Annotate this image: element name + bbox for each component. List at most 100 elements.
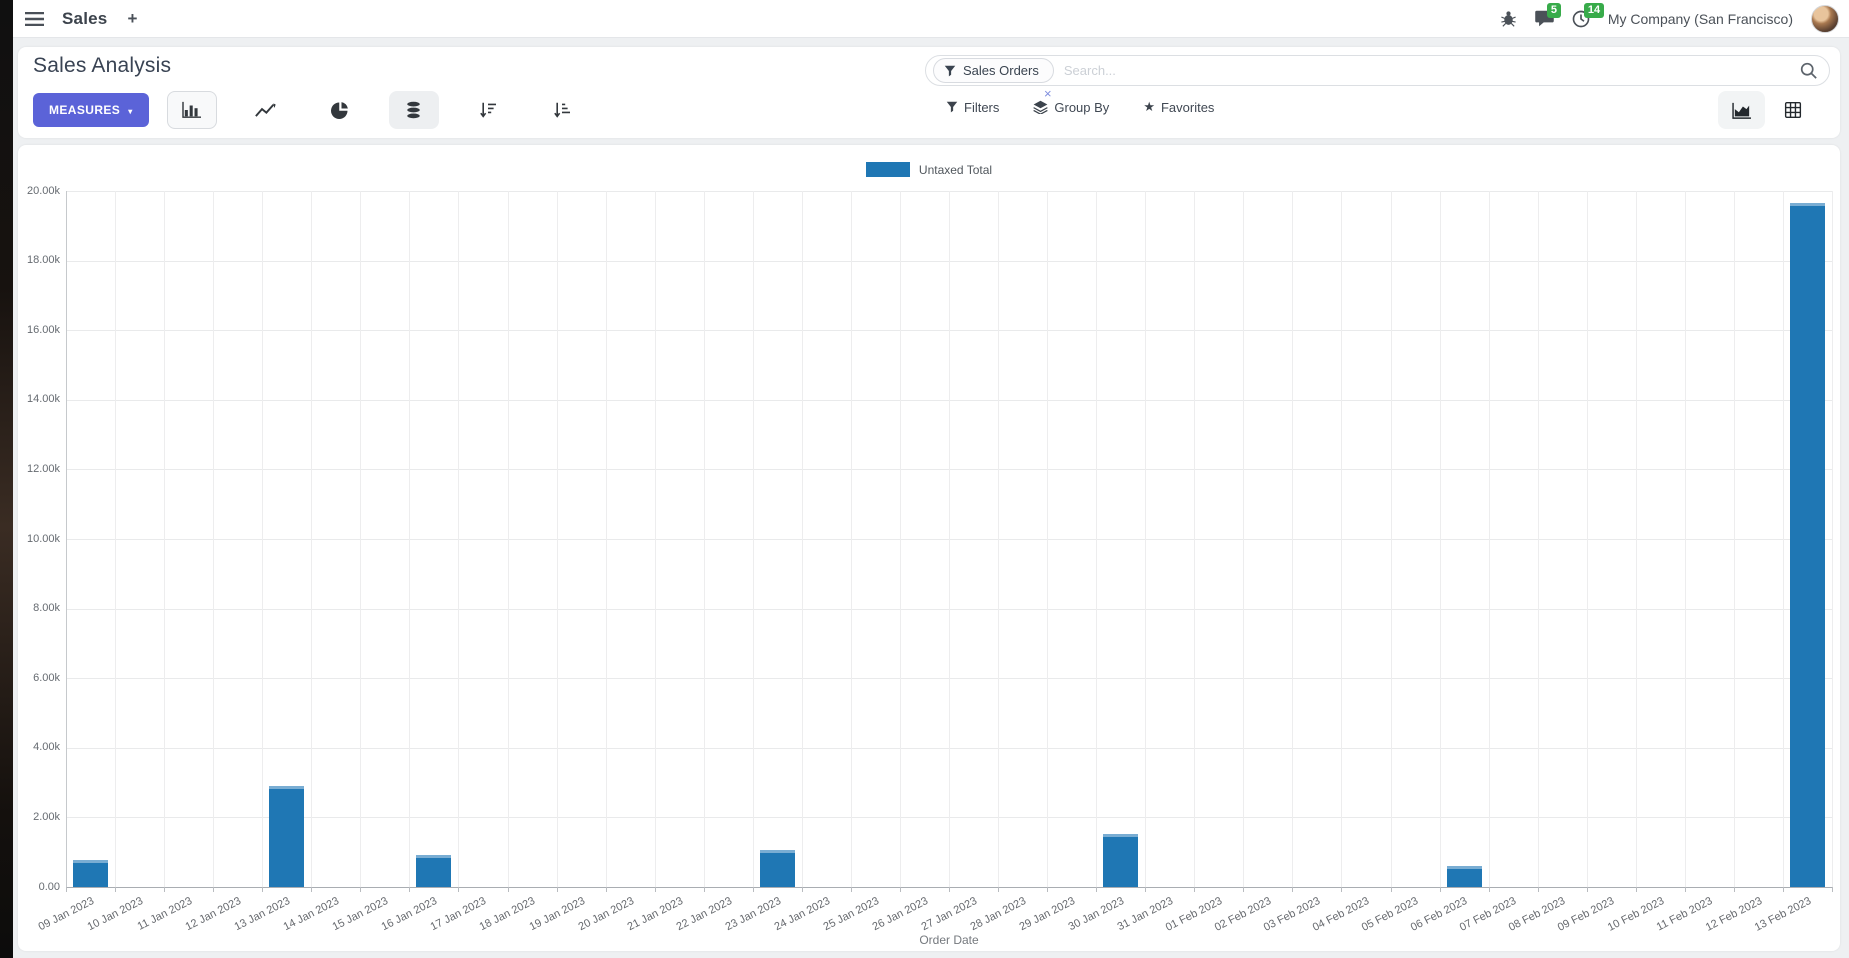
- x-axis-tickmark: [801, 887, 803, 892]
- gridline-vertical: [115, 191, 117, 887]
- gridline-vertical: [949, 191, 950, 887]
- x-axis-tickmark: [1194, 887, 1196, 892]
- bar-13-Feb-2023[interactable]: [1789, 203, 1825, 887]
- filters-menu[interactable]: Filters: [946, 100, 999, 115]
- bar-23-Jan-2023[interactable]: [759, 850, 795, 887]
- y-axis-tick-label: 14.00k: [26, 393, 60, 406]
- search-input[interactable]: [1053, 63, 1800, 78]
- line-chart-button[interactable]: [241, 91, 291, 129]
- filter-funnel-icon: [944, 65, 956, 76]
- x-axis-tickmark: [949, 887, 950, 892]
- x-axis-tick-label: 27 Jan 2023: [919, 895, 979, 934]
- bar-06-Feb-2023[interactable]: [1446, 866, 1482, 887]
- bar-chart: 20.00k 18.00k 16.00k 14.00k 12.00k 10.00k 8.00…: [18, 145, 1840, 951]
- user-avatar[interactable]: [1811, 4, 1839, 33]
- y-axis-tick-label: 18.00k: [26, 254, 60, 267]
- gridline-vertical: [1292, 191, 1294, 887]
- gridline-vertical: [1684, 191, 1686, 887]
- x-axis-tick-label: 10 Jan 2023: [85, 895, 146, 934]
- x-axis-tickmark: [1537, 887, 1539, 892]
- gridline-vertical: [164, 191, 166, 887]
- search-facet-sales-orders[interactable]: Sales Orders: [933, 58, 1054, 83]
- page-title: Sales Analysis: [33, 54, 172, 77]
- activities-clock-icon[interactable]: 14: [1572, 2, 1605, 28]
- pivot-view-button[interactable]: [1769, 91, 1816, 129]
- y-axis-tick-label: 0.00: [38, 880, 60, 893]
- bar-13-Jan-2023[interactable]: [269, 786, 305, 887]
- stacked-database-icon: [405, 101, 422, 119]
- x-axis-tickmark: [164, 887, 166, 892]
- favorites-menu[interactable]: ★ Favorites: [1143, 99, 1215, 115]
- search-bar[interactable]: Sales Orders ×: [925, 55, 1830, 101]
- apps-menu-icon[interactable]: [21, 8, 48, 30]
- pie-chart-button[interactable]: [315, 91, 365, 129]
- messages-count-badge: 5: [1546, 3, 1561, 18]
- measures-button[interactable]: MEASURES ▾: [33, 93, 149, 127]
- group-by-menu[interactable]: Group By: [1033, 100, 1109, 115]
- y-axis-tick-label: 16.00k: [26, 323, 60, 336]
- bar-09-Jan-2023[interactable]: [73, 860, 109, 887]
- gridline-vertical: [262, 191, 264, 887]
- legend-color-swatch: [865, 162, 910, 177]
- gridline-vertical: [1194, 191, 1196, 887]
- gridline-vertical: [507, 191, 509, 887]
- stacked-toggle-button[interactable]: [388, 91, 439, 129]
- x-axis-tick-label: 25 Jan 2023: [821, 895, 881, 934]
- x-axis-tick-label: 20 Jan 2023: [576, 895, 636, 934]
- gridline-vertical: [1537, 191, 1539, 887]
- app-name[interactable]: Sales: [62, 8, 108, 28]
- gridline-vertical: [1733, 191, 1735, 887]
- x-axis-tick-label: 19 Jan 2023: [527, 895, 587, 934]
- y-axis-tick-label: 6.00k: [33, 671, 60, 684]
- bar-chart-button[interactable]: [166, 91, 217, 129]
- x-axis-tickmark: [1733, 887, 1735, 892]
- star-icon: ★: [1143, 99, 1155, 114]
- pie-chart-icon: [330, 101, 349, 119]
- x-axis-tickmark: [1586, 887, 1588, 892]
- x-axis-tickmark: [1390, 887, 1392, 892]
- view-switcher: [1718, 91, 1816, 129]
- gridline-vertical: [899, 191, 901, 887]
- chevron-down-icon: ▾: [128, 106, 133, 116]
- gridline-vertical: [66, 191, 67, 887]
- line-chart-icon: [255, 102, 276, 118]
- gridline-vertical: [1390, 191, 1392, 887]
- legend-label: Untaxed Total: [918, 162, 993, 177]
- x-axis-tickmark: [850, 887, 852, 892]
- gridline-vertical: [1635, 191, 1637, 887]
- chart-legend-item[interactable]: Untaxed Total: [18, 162, 1840, 177]
- x-axis-tickmark: [213, 887, 215, 892]
- x-axis-tick-label: 23 Jan 2023: [723, 895, 783, 934]
- x-axis-tick-label: 18 Jan 2023: [478, 895, 538, 934]
- y-axis-tick-label: 4.00k: [33, 741, 60, 754]
- x-axis-tickmark: [654, 887, 656, 892]
- graph-view-button[interactable]: [1718, 91, 1765, 129]
- x-axis-tickmark: [1047, 887, 1049, 892]
- bar-30-Jan-2023[interactable]: [1103, 834, 1139, 887]
- gridline-vertical: [458, 191, 460, 887]
- bar-16-Jan-2023[interactable]: [416, 855, 452, 887]
- search-icon[interactable]: [1800, 62, 1817, 79]
- x-axis-tick-label: 28 Jan 2023: [968, 895, 1029, 934]
- graph-toolbar: MEASURES ▾: [33, 91, 587, 129]
- chart-card: Untaxed Total 20.00k 18.00k 16.00k 14.00k 12…: [18, 145, 1840, 951]
- gridline-vertical: [1341, 191, 1343, 887]
- x-axis-tickmark: [605, 887, 607, 892]
- x-axis-tickmark: [1145, 887, 1147, 892]
- gridline-vertical: [556, 191, 558, 887]
- gridline-vertical: [605, 191, 607, 887]
- sort-descending-button[interactable]: [463, 91, 513, 129]
- new-record-button[interactable]: +: [127, 8, 138, 28]
- x-axis-tickmark: [1832, 887, 1833, 892]
- gridline-vertical: [654, 191, 656, 887]
- x-axis-tickmark: [1292, 887, 1294, 892]
- facet-remove-icon[interactable]: ×: [1044, 86, 1052, 101]
- x-axis-tickmark: [458, 887, 460, 892]
- messages-icon[interactable]: 5: [1535, 3, 1561, 27]
- gridline-vertical: [1488, 191, 1490, 887]
- x-axis-tickmark: [556, 887, 558, 892]
- debug-bug-icon[interactable]: [1500, 10, 1517, 27]
- x-axis-tickmark: [262, 887, 264, 892]
- sort-ascending-button[interactable]: [537, 91, 587, 129]
- company-switcher[interactable]: My Company (San Francisco): [1607, 10, 1793, 27]
